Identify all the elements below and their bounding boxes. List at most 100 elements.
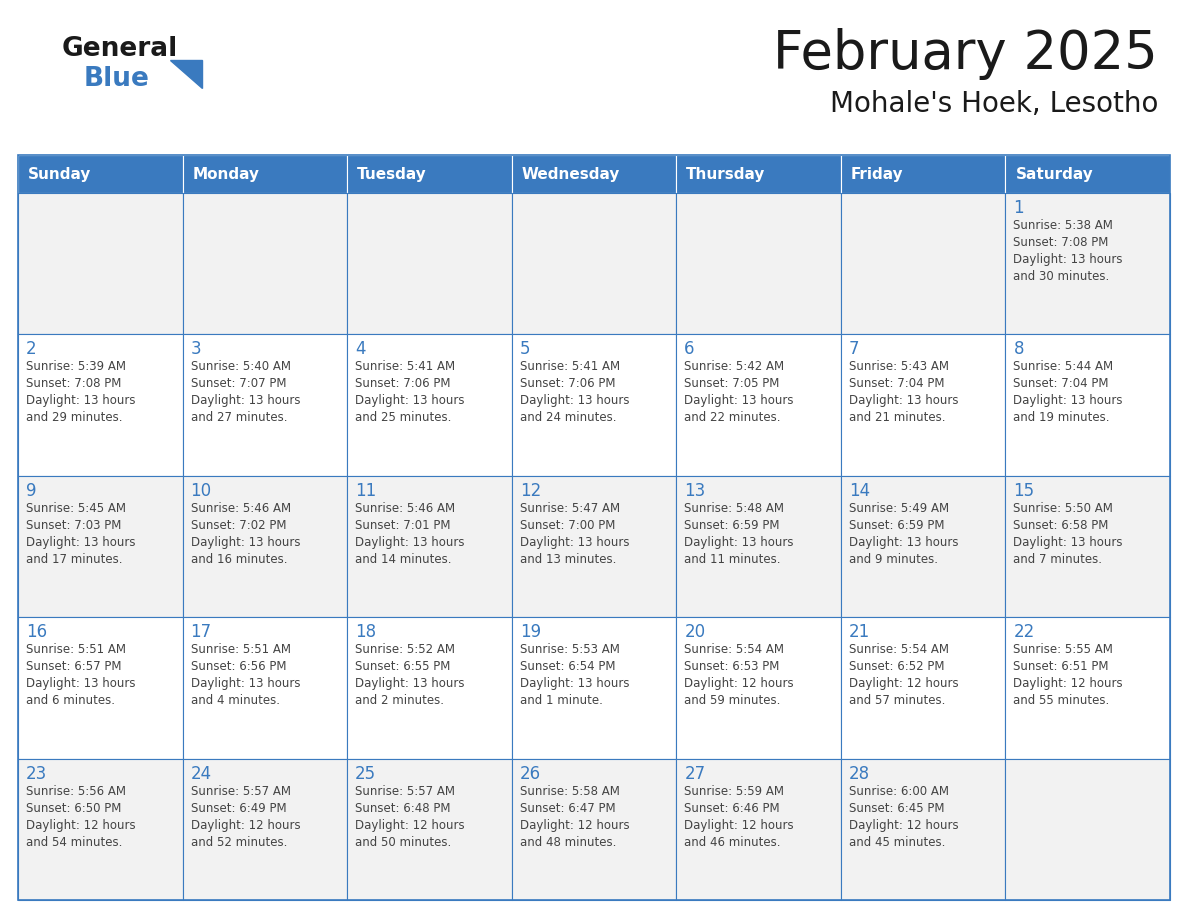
Text: Sunrise: 6:00 AM: Sunrise: 6:00 AM	[849, 785, 949, 798]
Text: 12: 12	[519, 482, 541, 499]
Bar	[841, 476, 1005, 617]
Text: and 59 minutes.: and 59 minutes.	[684, 694, 781, 707]
Text: Sunset: 7:08 PM: Sunset: 7:08 PM	[1013, 236, 1108, 249]
Text: Sunset: 7:01 PM: Sunset: 7:01 PM	[355, 519, 450, 532]
Bar	[512, 155, 676, 193]
Text: Daylight: 13 hours: Daylight: 13 hours	[26, 536, 135, 549]
Text: Sunset: 7:06 PM: Sunset: 7:06 PM	[519, 377, 615, 390]
Text: Sunset: 6:45 PM: Sunset: 6:45 PM	[849, 801, 944, 814]
Text: Daylight: 13 hours: Daylight: 13 hours	[26, 395, 135, 408]
Bar	[1005, 334, 1170, 476]
Text: and 29 minutes.: and 29 minutes.	[26, 411, 122, 424]
Text: Sunset: 6:59 PM: Sunset: 6:59 PM	[849, 519, 944, 532]
Text: Sunrise: 5:50 AM: Sunrise: 5:50 AM	[1013, 502, 1113, 515]
Text: Monday: Monday	[192, 166, 259, 182]
Bar	[676, 758, 841, 900]
Text: Daylight: 13 hours: Daylight: 13 hours	[519, 395, 630, 408]
Text: Daylight: 12 hours: Daylight: 12 hours	[849, 819, 959, 832]
Text: Sunset: 7:04 PM: Sunset: 7:04 PM	[849, 377, 944, 390]
Text: and 27 minutes.: and 27 minutes.	[190, 411, 287, 424]
Text: 13: 13	[684, 482, 706, 499]
Text: Sunset: 6:49 PM: Sunset: 6:49 PM	[190, 801, 286, 814]
Bar	[512, 334, 676, 476]
Text: Daylight: 13 hours: Daylight: 13 hours	[849, 395, 959, 408]
Bar	[183, 617, 347, 758]
Text: Sunrise: 5:54 AM: Sunrise: 5:54 AM	[684, 644, 784, 656]
Text: and 50 minutes.: and 50 minutes.	[355, 835, 451, 848]
Text: Sunrise: 5:39 AM: Sunrise: 5:39 AM	[26, 361, 126, 374]
Text: Sunrise: 5:57 AM: Sunrise: 5:57 AM	[355, 785, 455, 798]
Text: 26: 26	[519, 765, 541, 783]
Text: and 21 minutes.: and 21 minutes.	[849, 411, 946, 424]
Text: Sunset: 6:54 PM: Sunset: 6:54 PM	[519, 660, 615, 673]
Text: Sunset: 7:04 PM: Sunset: 7:04 PM	[1013, 377, 1108, 390]
Text: and 45 minutes.: and 45 minutes.	[849, 835, 946, 848]
Text: Daylight: 12 hours: Daylight: 12 hours	[684, 677, 794, 690]
Text: and 48 minutes.: and 48 minutes.	[519, 835, 617, 848]
Text: 1: 1	[1013, 199, 1024, 217]
Text: Sunset: 7:06 PM: Sunset: 7:06 PM	[355, 377, 450, 390]
Text: Sunrise: 5:42 AM: Sunrise: 5:42 AM	[684, 361, 784, 374]
Bar	[18, 155, 183, 193]
Text: Sunrise: 5:41 AM: Sunrise: 5:41 AM	[519, 361, 620, 374]
Text: Sunset: 7:07 PM: Sunset: 7:07 PM	[190, 377, 286, 390]
Text: Sunset: 6:52 PM: Sunset: 6:52 PM	[849, 660, 944, 673]
Text: 24: 24	[190, 765, 211, 783]
Text: 10: 10	[190, 482, 211, 499]
Text: 22: 22	[1013, 623, 1035, 641]
Text: Sunrise: 5:48 AM: Sunrise: 5:48 AM	[684, 502, 784, 515]
Text: Daylight: 13 hours: Daylight: 13 hours	[355, 677, 465, 690]
Bar	[676, 476, 841, 617]
Text: Daylight: 13 hours: Daylight: 13 hours	[190, 677, 301, 690]
Text: and 9 minutes.: and 9 minutes.	[849, 553, 937, 565]
Text: February 2025: February 2025	[773, 28, 1158, 80]
Text: and 11 minutes.: and 11 minutes.	[684, 553, 781, 565]
Bar	[1005, 155, 1170, 193]
Text: 18: 18	[355, 623, 377, 641]
Text: and 57 minutes.: and 57 minutes.	[849, 694, 946, 707]
Text: 16: 16	[26, 623, 48, 641]
Bar	[512, 758, 676, 900]
Text: 14: 14	[849, 482, 870, 499]
Text: Sunset: 7:08 PM: Sunset: 7:08 PM	[26, 377, 121, 390]
Text: Sunrise: 5:51 AM: Sunrise: 5:51 AM	[26, 644, 126, 656]
Bar	[676, 155, 841, 193]
Bar	[676, 617, 841, 758]
Bar	[841, 758, 1005, 900]
Text: Sunrise: 5:51 AM: Sunrise: 5:51 AM	[190, 644, 291, 656]
Text: Daylight: 13 hours: Daylight: 13 hours	[26, 677, 135, 690]
Text: Daylight: 13 hours: Daylight: 13 hours	[519, 536, 630, 549]
Bar	[347, 617, 512, 758]
Text: Daylight: 12 hours: Daylight: 12 hours	[684, 819, 794, 832]
Text: and 22 minutes.: and 22 minutes.	[684, 411, 781, 424]
Text: Sunrise: 5:38 AM: Sunrise: 5:38 AM	[1013, 219, 1113, 232]
Bar	[676, 193, 841, 334]
Text: Sunrise: 5:46 AM: Sunrise: 5:46 AM	[355, 502, 455, 515]
Text: Saturday: Saturday	[1016, 166, 1093, 182]
Bar	[18, 334, 183, 476]
Bar	[183, 334, 347, 476]
Text: Sunset: 6:46 PM: Sunset: 6:46 PM	[684, 801, 779, 814]
Text: Mohale's Hoek, Lesotho: Mohale's Hoek, Lesotho	[829, 90, 1158, 118]
Text: 9: 9	[26, 482, 37, 499]
Text: General: General	[62, 36, 178, 62]
Bar	[1005, 476, 1170, 617]
Text: Sunset: 6:56 PM: Sunset: 6:56 PM	[190, 660, 286, 673]
Text: Sunset: 6:58 PM: Sunset: 6:58 PM	[1013, 519, 1108, 532]
Text: Daylight: 13 hours: Daylight: 13 hours	[684, 536, 794, 549]
Text: Sunset: 6:53 PM: Sunset: 6:53 PM	[684, 660, 779, 673]
Text: Sunrise: 5:58 AM: Sunrise: 5:58 AM	[519, 785, 620, 798]
Bar	[347, 193, 512, 334]
Text: Daylight: 12 hours: Daylight: 12 hours	[355, 819, 465, 832]
Text: 4: 4	[355, 341, 366, 358]
Text: Tuesday: Tuesday	[358, 166, 426, 182]
Bar	[347, 476, 512, 617]
Text: and 55 minutes.: and 55 minutes.	[1013, 694, 1110, 707]
Bar	[183, 193, 347, 334]
Text: Thursday: Thursday	[687, 166, 765, 182]
Bar	[18, 758, 183, 900]
Text: Sunset: 6:55 PM: Sunset: 6:55 PM	[355, 660, 450, 673]
Text: Sunrise: 5:55 AM: Sunrise: 5:55 AM	[1013, 644, 1113, 656]
Text: 17: 17	[190, 623, 211, 641]
Bar	[1005, 758, 1170, 900]
